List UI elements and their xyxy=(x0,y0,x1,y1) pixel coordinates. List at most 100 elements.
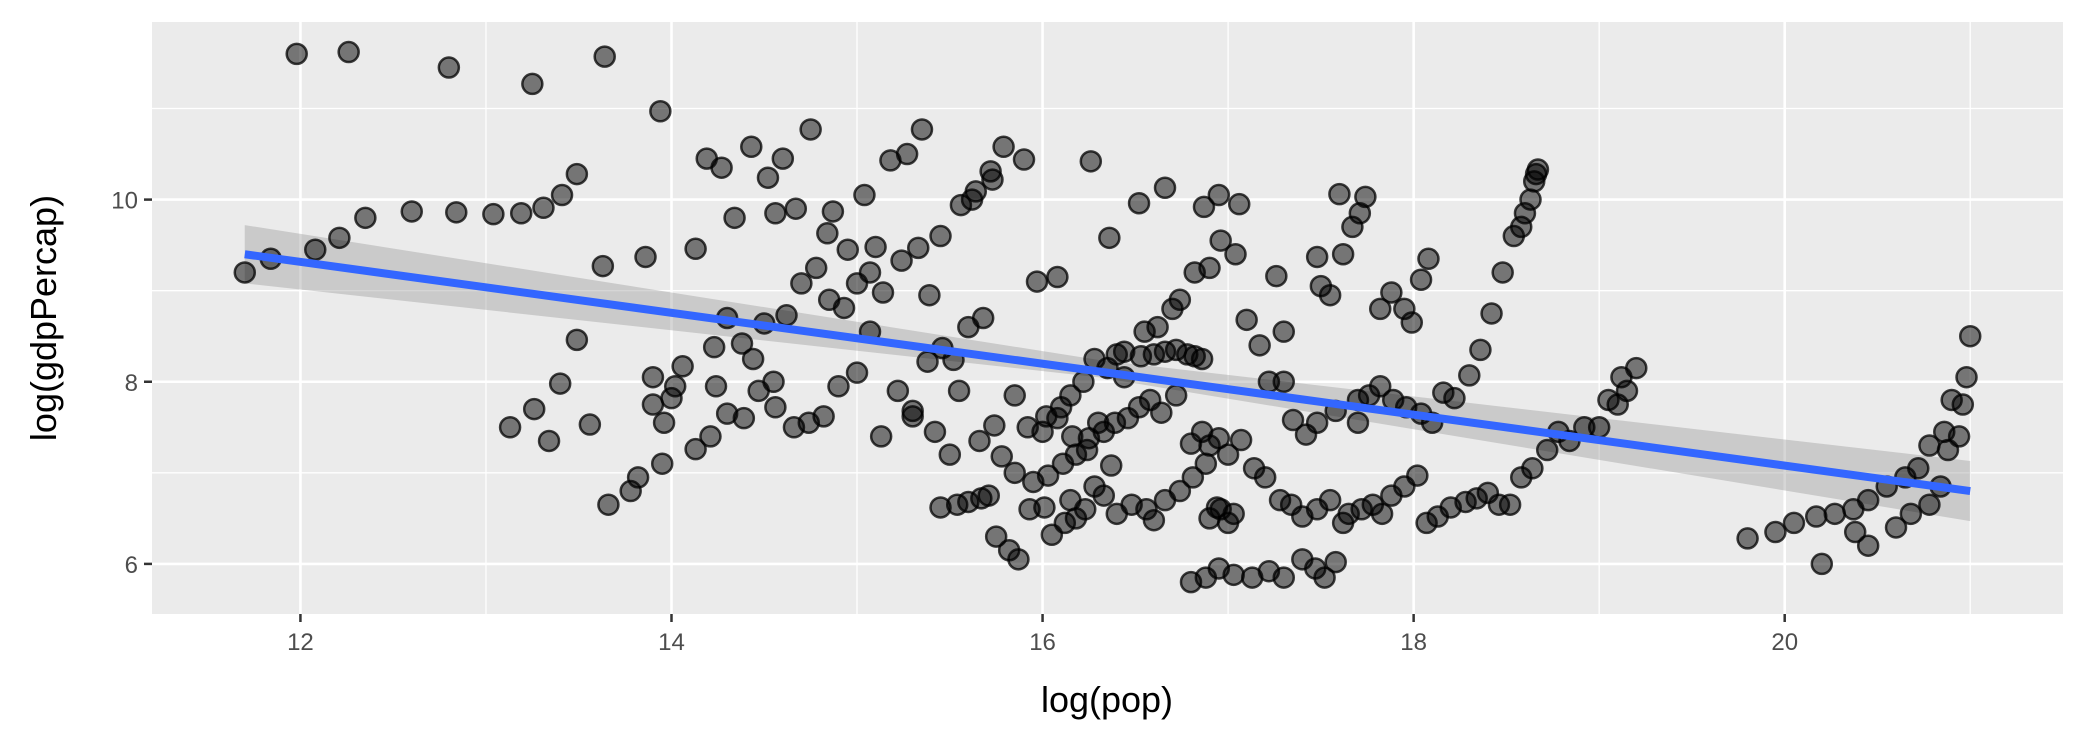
data-point xyxy=(1782,511,1806,535)
data-point xyxy=(1235,308,1258,332)
axis-ticks xyxy=(144,198,1786,622)
data-point xyxy=(1127,191,1151,215)
y-axis-title: log(gdpPercap) xyxy=(23,195,64,441)
data-point xyxy=(652,411,676,434)
data-point xyxy=(804,256,828,280)
x-tick-label: 12 xyxy=(287,629,314,656)
data-point xyxy=(853,183,876,207)
data-point xyxy=(918,283,941,307)
x-tick-label: 18 xyxy=(1400,629,1427,656)
data-point xyxy=(732,406,756,430)
data-point xyxy=(1856,534,1880,557)
data-point xyxy=(1153,176,1177,200)
data-point xyxy=(626,466,650,489)
fit-line-group xyxy=(244,250,1971,496)
data-point xyxy=(1764,520,1787,544)
data-point xyxy=(337,40,360,64)
y-tick-label: 8 xyxy=(125,370,138,397)
data-point xyxy=(1248,334,1271,357)
data-point xyxy=(1003,384,1026,407)
data-point xyxy=(1168,288,1192,312)
data-point xyxy=(1224,242,1247,266)
data-point xyxy=(910,118,934,141)
data-point xyxy=(1354,185,1377,209)
data-point xyxy=(984,525,1008,548)
data-point xyxy=(354,206,377,230)
x-axis-title: log(pop) xyxy=(1041,679,1173,720)
data-point xyxy=(1207,183,1231,207)
minor-gridlines xyxy=(152,22,2063,614)
data-point xyxy=(1469,338,1492,362)
data-point xyxy=(1346,411,1370,434)
data-point xyxy=(509,202,533,225)
data-point xyxy=(641,393,665,416)
data-point xyxy=(971,306,995,330)
data-point xyxy=(1615,379,1639,403)
data-point xyxy=(1480,302,1503,325)
data-point xyxy=(907,236,930,260)
data-point xyxy=(764,202,787,225)
data-point xyxy=(869,425,893,448)
data-point xyxy=(784,197,808,220)
data-point xyxy=(1368,375,1392,398)
data-point xyxy=(821,200,845,223)
data-point xyxy=(1955,365,1978,389)
data-point xyxy=(1417,247,1440,271)
data-point xyxy=(1192,195,1216,219)
data-point xyxy=(1025,270,1049,293)
data-point xyxy=(740,135,763,159)
data-point xyxy=(1884,516,1908,539)
data-point xyxy=(923,420,947,444)
data-point xyxy=(522,397,546,421)
data-point xyxy=(1194,452,1218,475)
data-point xyxy=(1181,466,1205,489)
data-point xyxy=(723,206,746,230)
data-point xyxy=(593,45,616,68)
data-point xyxy=(1313,566,1336,589)
data-point xyxy=(947,379,971,403)
data-point xyxy=(1092,484,1116,507)
data-point xyxy=(1229,428,1253,452)
data-point xyxy=(1958,324,1982,348)
data-point xyxy=(285,42,308,66)
data-point xyxy=(1060,425,1084,448)
data-point xyxy=(1823,502,1847,526)
data-point xyxy=(832,296,856,320)
data-point xyxy=(1899,502,1923,526)
data-point xyxy=(1222,563,1245,587)
y-tick-label: 10 xyxy=(111,188,138,215)
data-point xyxy=(233,261,257,284)
data-point xyxy=(1164,384,1188,407)
data-point xyxy=(1073,498,1097,521)
data-point xyxy=(1409,268,1433,291)
data-point xyxy=(1804,505,1828,528)
data-point xyxy=(1498,493,1522,516)
data-point xyxy=(858,261,882,284)
data-point xyxy=(895,142,919,166)
data-point xyxy=(634,245,657,269)
data-point xyxy=(1328,182,1351,206)
data-point xyxy=(684,437,707,461)
data-point xyxy=(890,249,913,272)
x-tick-labels: 12 14 16 18 20 xyxy=(287,629,1798,656)
data-point xyxy=(1368,297,1392,321)
data-point xyxy=(827,375,850,398)
data-point xyxy=(1086,411,1110,434)
data-point xyxy=(799,118,822,141)
data-point xyxy=(1380,281,1403,304)
data-point xyxy=(684,237,707,261)
data-point xyxy=(1272,566,1296,589)
data-point xyxy=(983,414,1006,437)
data-point xyxy=(1458,364,1481,387)
data-point xyxy=(771,147,795,170)
data-point xyxy=(1521,457,1544,480)
data-point xyxy=(1856,488,1880,512)
data-point xyxy=(1227,192,1251,216)
data-point xyxy=(764,396,787,419)
data-point xyxy=(1098,226,1121,250)
data-point xyxy=(836,238,860,261)
data-point xyxy=(1843,520,1867,544)
data-point xyxy=(901,405,924,428)
data-point xyxy=(1951,393,1975,416)
data-point xyxy=(977,484,1001,507)
